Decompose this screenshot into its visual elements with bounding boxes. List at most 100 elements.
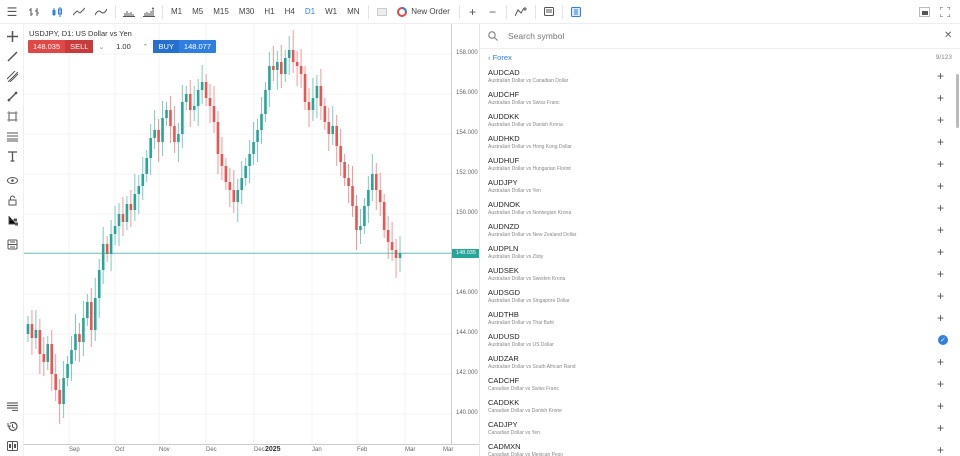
symbol-row-audnzd[interactable]: AUDNZD Australian Dollar vs New Zealand D… bbox=[480, 220, 950, 242]
indicator-add-icon[interactable] bbox=[510, 0, 532, 24]
add-symbol-icon[interactable]: + bbox=[937, 421, 945, 435]
add-symbol-icon[interactable]: + bbox=[937, 267, 945, 281]
add-symbol-icon[interactable]: + bbox=[937, 69, 945, 83]
volume-icon[interactable] bbox=[119, 0, 139, 24]
add-symbol-icon[interactable]: + bbox=[937, 245, 945, 259]
symbol-row-cadmxn[interactable]: CADMXN Canadian Dollar vs Mexican Peso + bbox=[480, 440, 950, 456]
add-symbol-icon[interactable]: + bbox=[937, 201, 945, 215]
add-symbol-icon[interactable]: + bbox=[937, 135, 945, 149]
eye-icon[interactable] bbox=[4, 172, 20, 188]
symbol-description: Australian Dollar vs South African Rand bbox=[488, 364, 576, 370]
timeframe-mn[interactable]: MN bbox=[347, 7, 360, 16]
timeframe-h4[interactable]: H4 bbox=[284, 7, 295, 16]
symbol-row-audhuf[interactable]: AUDHUF Australian Dollar vs Hungarian Flo… bbox=[480, 154, 950, 176]
price-chart[interactable] bbox=[24, 24, 451, 444]
timeframe-m15[interactable]: M15 bbox=[213, 7, 229, 16]
symbol-row-audsek[interactable]: AUDSEK Australian Dollar vs Sweden Krona + bbox=[480, 264, 950, 286]
time-tick: Feb bbox=[357, 447, 368, 453]
timeframe-m1[interactable]: M1 bbox=[171, 7, 183, 16]
symbol-code: AUDHUF bbox=[488, 156, 520, 165]
symbol-row-audusd[interactable]: AUDUSD Australian Dollar vs US Dollar ✓ bbox=[480, 330, 950, 352]
zoom-in-button[interactable]: + bbox=[469, 4, 477, 19]
line-chart-icon[interactable] bbox=[68, 0, 90, 24]
shape-icon[interactable] bbox=[4, 108, 20, 124]
price-axis[interactable]: 158.000 156.000 154.000 152.000 150.000 146.0… bbox=[451, 24, 480, 444]
symbol-row-audthb[interactable]: AUDTHB Australian Dollar vs Thai Baht + bbox=[480, 308, 950, 330]
back-to-forex-link[interactable]: ‹ Forex bbox=[488, 52, 512, 62]
buy-button[interactable]: BUY 148.077 bbox=[153, 40, 217, 53]
symbol-row-cadchf[interactable]: CADCHF Canadian Dollar vs Swiss Franc + bbox=[480, 374, 950, 396]
history-icon[interactable] bbox=[4, 418, 20, 434]
candlestick-icon[interactable] bbox=[46, 0, 68, 24]
add-symbol-icon[interactable]: + bbox=[937, 179, 945, 193]
symbol-row-audhkd[interactable]: AUDHKD Australian Dollar vs Hong Kong Dol… bbox=[480, 132, 950, 154]
volume-input[interactable]: 1.00 bbox=[116, 42, 131, 51]
add-symbol-icon[interactable]: + bbox=[937, 113, 945, 127]
watchlist-panel-icon[interactable] bbox=[566, 0, 586, 24]
volume-decrease-button[interactable]: ⌄ bbox=[98, 43, 105, 51]
object-tree-icon[interactable] bbox=[4, 212, 20, 228]
time-axis[interactable]: Sep Oct Nov Dec Dec 2025 Jan Feb Mar Mar bbox=[24, 444, 479, 456]
symbol-row-caddkk[interactable]: CADDKK Canadian Dollar vs Danish Krone + bbox=[480, 396, 950, 418]
add-symbol-icon[interactable]: + bbox=[937, 157, 945, 171]
sell-button[interactable]: 148.035 SELL bbox=[28, 40, 94, 53]
close-icon[interactable]: ✕ bbox=[944, 30, 953, 41]
timeframe-h1[interactable]: H1 bbox=[264, 7, 275, 16]
symbol-row-audjpy[interactable]: AUDJPY Australian Dollar vs Yen + bbox=[480, 176, 950, 198]
timeframe-w1[interactable]: W1 bbox=[325, 7, 338, 16]
lock-icon[interactable] bbox=[4, 192, 20, 208]
add-symbol-icon[interactable]: + bbox=[937, 377, 945, 391]
volume-increase-button[interactable]: ⌃ bbox=[142, 43, 149, 51]
symbol-list-scrollbar[interactable] bbox=[956, 74, 959, 128]
symbol-description: Australian Dollar vs Hungarian Florint bbox=[488, 166, 571, 172]
symbol-description: Canadian Dollar vs Mexican Peso bbox=[488, 452, 564, 456]
symbol-row-audpln[interactable]: AUDPLN Australian Dollar vs Zloty + bbox=[480, 242, 950, 264]
symbol-description: Canadian Dollar vs Swiss Franc bbox=[488, 386, 559, 392]
timeframe-m5[interactable]: M5 bbox=[192, 7, 204, 16]
price-tick: 150.000 bbox=[456, 210, 478, 216]
breadcrumb: ‹ Forex 9/123 bbox=[480, 49, 960, 65]
symbol-code: AUDUSD bbox=[488, 332, 520, 341]
delete-drawings-icon[interactable] bbox=[4, 236, 20, 252]
symbol-row-audchf[interactable]: AUDCHF Australian Dollar vs Swiss Franc + bbox=[480, 88, 950, 110]
fullscreen-icon[interactable] bbox=[934, 0, 956, 24]
screenshot-icon[interactable] bbox=[914, 0, 934, 24]
bar-chart-icon[interactable] bbox=[24, 0, 46, 24]
add-symbol-icon[interactable]: + bbox=[937, 289, 945, 303]
symbol-row-audnok[interactable]: AUDNOK Australian Dollar vs Norwegian Kro… bbox=[480, 198, 950, 220]
menu-icon[interactable]: ☰ bbox=[6, 4, 18, 19]
add-symbol-icon[interactable]: + bbox=[937, 311, 945, 325]
symbol-row-cadjpy[interactable]: CADJPY Canadian Dollar vs Yen + bbox=[480, 418, 950, 440]
zoom-out-button[interactable]: − bbox=[489, 4, 497, 19]
envelope-icon[interactable] bbox=[372, 0, 392, 24]
indicators-icon[interactable] bbox=[139, 0, 159, 24]
symbol-row-auddkk[interactable]: AUDDKK Australian Dollar vs Danish Krona + bbox=[480, 110, 950, 132]
symbol-row-audzar[interactable]: AUDZAR Australian Dollar vs South African… bbox=[480, 352, 950, 374]
search-symbol-input[interactable] bbox=[508, 31, 908, 41]
timeframe-d1[interactable]: D1 bbox=[304, 7, 316, 16]
symbol-description: Australian Dollar vs Canadian Dollar bbox=[488, 78, 569, 84]
price-tick: 154.000 bbox=[456, 130, 478, 136]
symbol-code: AUDNOK bbox=[488, 200, 521, 209]
template-icon[interactable] bbox=[539, 0, 559, 24]
symbol-row-audsgd[interactable]: AUDSGD Australian Dollar vs Singapore Dol… bbox=[480, 286, 950, 308]
crosshair-icon[interactable] bbox=[4, 28, 20, 44]
add-symbol-icon[interactable]: + bbox=[937, 443, 945, 456]
fibonacci-icon[interactable] bbox=[4, 128, 20, 144]
ray-icon[interactable] bbox=[4, 88, 20, 104]
timeframe-m30[interactable]: M30 bbox=[238, 7, 255, 16]
symbol-row-audcad[interactable]: AUDCAD Australian Dollar vs Canadian Doll… bbox=[480, 66, 950, 88]
channel-icon[interactable] bbox=[4, 68, 20, 84]
layout-icon[interactable] bbox=[4, 438, 20, 454]
text-icon[interactable] bbox=[4, 148, 20, 164]
add-symbol-icon[interactable]: + bbox=[937, 355, 945, 369]
added-check-icon[interactable]: ✓ bbox=[938, 335, 948, 345]
add-symbol-icon[interactable]: + bbox=[937, 223, 945, 237]
trend-line-icon[interactable] bbox=[4, 48, 20, 64]
add-symbol-icon[interactable]: + bbox=[937, 399, 945, 413]
order-list-icon[interactable] bbox=[4, 398, 20, 414]
area-chart-icon[interactable] bbox=[90, 0, 112, 24]
new-order-button[interactable]: New Order bbox=[392, 0, 456, 24]
add-symbol-icon[interactable]: + bbox=[937, 91, 945, 105]
